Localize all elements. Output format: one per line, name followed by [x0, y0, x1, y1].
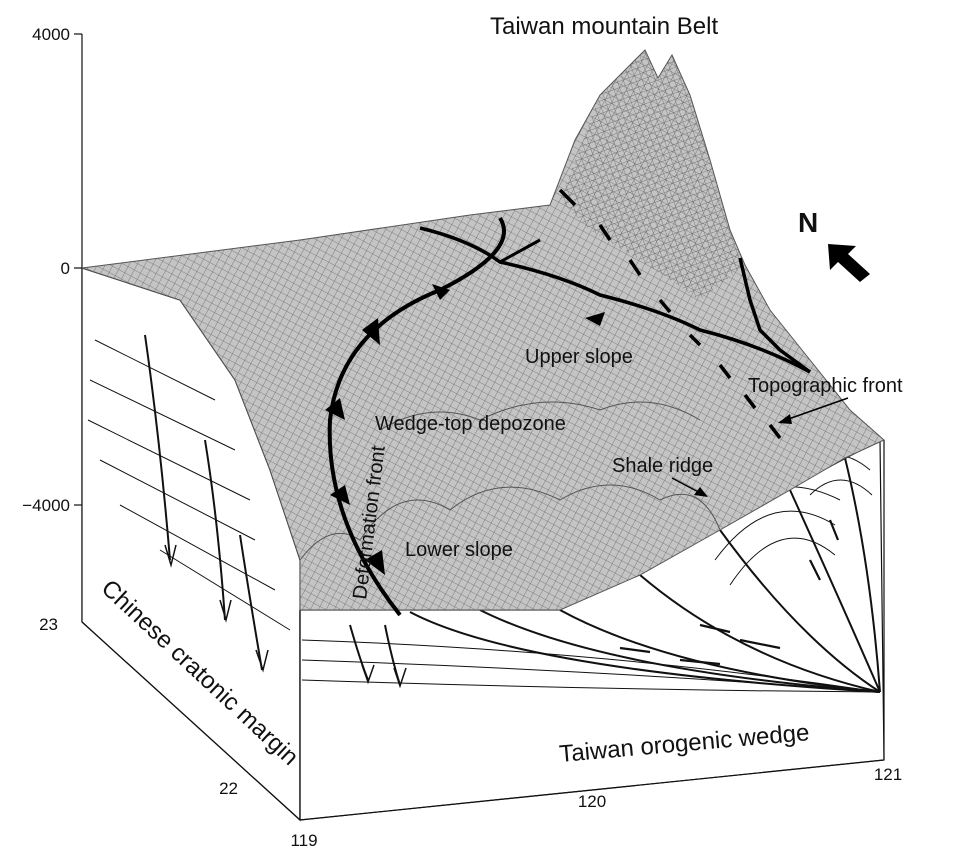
- wedge-top-label: Wedge-top depozone: [375, 413, 566, 435]
- front-block-face: [299, 439, 885, 821]
- elevation-tick-label: −4000: [22, 496, 70, 515]
- latitude-tick-label: 22: [219, 779, 238, 798]
- north-label: N: [798, 207, 818, 238]
- topographic-front-arrow: [778, 397, 849, 424]
- elevation-tick-label: 0: [61, 259, 70, 278]
- longitude-tick-label: 120: [578, 792, 606, 811]
- upper-slope-label: Upper slope: [525, 346, 633, 368]
- thrust-lines: [419, 188, 812, 440]
- latitude-tick-label: 23: [39, 615, 58, 634]
- shale-ridge-arrow: [671, 477, 708, 497]
- elevation-axis: 4000 0 −4000: [22, 25, 83, 622]
- longitude-tick-label: 121: [874, 765, 902, 784]
- deformation-front: [325, 216, 506, 617]
- lower-slope-label: Lower slope: [405, 539, 513, 561]
- shale-ridge-label: Shale ridge: [612, 455, 713, 477]
- longitude-tick-label: 119: [290, 831, 317, 850]
- topographic-front-label: Topographic front: [748, 375, 903, 397]
- figure-title: Taiwan mountain Belt: [490, 13, 718, 40]
- north-arrow: N: [798, 207, 870, 282]
- base-axes: 23 22 119 120 121: [39, 440, 902, 850]
- elevation-tick-label: 4000: [32, 25, 70, 44]
